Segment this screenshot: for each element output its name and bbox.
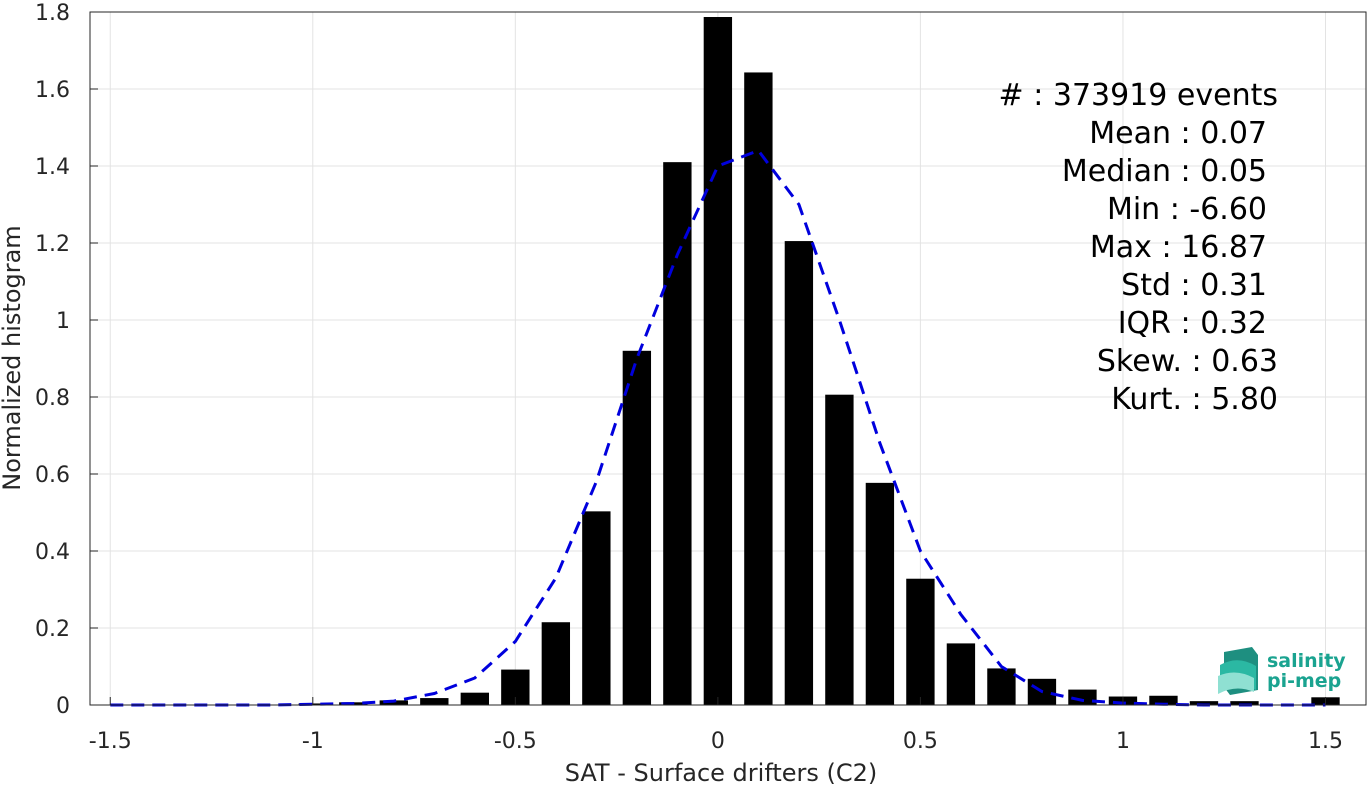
y-tick-label: 0.2 [35,617,70,642]
histogram-bar [582,511,611,705]
salinity-pi-mep-logo: salinity pi-mep [1218,647,1346,695]
x-tick-label: -1 [302,729,324,754]
histogram-bar [946,643,976,705]
stat-min: Min : -6.60 [1107,192,1267,227]
stat-skew: Skew. : 0.63 [1097,344,1278,379]
histogram-bar [1189,701,1219,705]
logo-text-line1: salinity [1267,650,1346,672]
histogram-bar [379,700,408,705]
x-tick-label: 1.5 [1308,729,1343,754]
fit-curve-line [110,148,1326,707]
x-tick-label: 0 [711,729,725,754]
histogram-bar [865,482,895,705]
y-tick-label: 0 [56,694,70,719]
histogram-bar [703,17,733,705]
histogram-bar [784,241,814,705]
statistics-annotation: # : 373919 events Mean : 0.07 Median : 0… [999,78,1278,417]
y-tick-label: 1 [56,309,70,334]
stat-max: Max : 16.87 [1090,230,1267,265]
x-tick-label: 1 [1116,729,1130,754]
y-tick-label: 1.8 [35,1,70,26]
x-tick-label: -0.5 [494,729,537,754]
histogram-bar [663,162,692,705]
histogram-bar [906,578,935,705]
y-tick-label: 1.4 [35,155,70,180]
histogram-bar [420,698,449,705]
stat-kurt: Kurt. : 5.80 [1111,382,1278,417]
x-axis-label: SAT - Surface drifters (C2) [565,759,878,785]
y-tick-label: 1.6 [35,78,70,103]
y-axis-label: Normalized histogram [0,225,26,490]
histogram-bar [1149,695,1178,705]
y-axis-ticks: 0 0.2 0.4 0.6 0.8 1 1.2 1.4 1.6 1.8 [35,1,98,719]
histogram-bar [825,394,854,705]
logo-text-line2: pi-mep [1267,670,1341,692]
histogram-bar [460,692,490,705]
histogram-bar [622,350,652,705]
stat-iqr: IQR : 0.32 [1118,306,1267,341]
stat-mean: Mean : 0.07 [1089,116,1267,151]
stat-events: # : 373919 events [999,78,1278,113]
y-tick-label: 1.2 [35,232,70,257]
histogram-bar [744,72,773,705]
y-tick-label: 0.4 [35,540,70,565]
histogram-bar [541,622,571,705]
x-tick-label: 0.5 [903,729,938,754]
wave-logo-icon [1218,647,1258,695]
y-tick-label: 0.8 [35,386,70,411]
stat-median: Median : 0.05 [1062,154,1267,189]
histogram-bar [987,668,1016,705]
x-axis-ticks: -1.5 -1 -0.5 0 0.5 1 1.5 [89,697,1343,754]
histogram-bar [1068,689,1097,705]
stat-std: Std : 0.31 [1121,268,1267,303]
x-tick-label: -1.5 [89,729,132,754]
plot-frame [89,11,1367,706]
y-tick-label: 0.6 [35,463,70,488]
histogram-bar [1230,701,1259,705]
